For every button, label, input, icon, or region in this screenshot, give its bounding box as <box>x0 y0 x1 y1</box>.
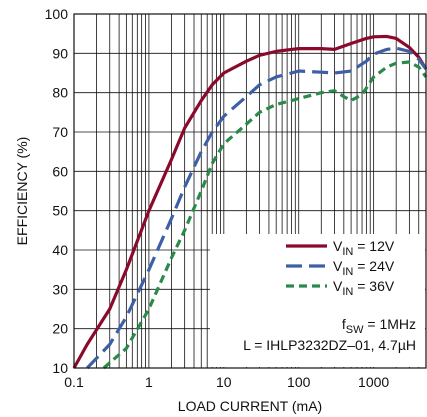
x-tick-label: 0.1 <box>64 374 84 390</box>
legend-box <box>210 234 425 367</box>
y-tick-label: 90 <box>52 45 68 61</box>
plot-frame <box>73 13 427 369</box>
series-line-1 <box>72 34 427 369</box>
y-tick-label: 40 <box>52 242 68 258</box>
y-tick-label: 50 <box>52 203 68 219</box>
y-tick-label: 10 <box>52 360 68 376</box>
legend-entry-1: VIN = 12V <box>333 238 395 258</box>
x-tick-label: 1000 <box>358 374 389 390</box>
legend-entry-3: VIN = 36V <box>333 278 395 298</box>
y-tick-label: 80 <box>52 85 68 101</box>
y-tick-label: 30 <box>52 281 68 297</box>
y-tick-label: 20 <box>52 321 68 337</box>
plot-border <box>73 13 427 369</box>
x-axis-label: LOAD CURRENT (mA) <box>178 398 322 414</box>
x-tick-label: 100 <box>287 374 311 390</box>
inductor-note: L = IHLP3232DZ–01, 4.7µH <box>243 337 416 353</box>
tick-labels: 10 20 30 40 50 60 70 80 90 100 0.1 1 10 100 1000 <box>45 6 390 390</box>
series-line-2 <box>86 46 427 370</box>
legend-entry-2: VIN = 24V <box>333 258 395 278</box>
x-tick-label: 10 <box>216 374 232 390</box>
switching-frequency-note: fSW = 1MHz <box>342 316 416 336</box>
y-tick-label: 100 <box>45 6 69 22</box>
series-lines <box>72 34 427 370</box>
series-line-3 <box>102 60 427 370</box>
y-tick-label: 60 <box>52 163 68 179</box>
x-tick-label: 1 <box>145 374 153 390</box>
y-axis-label: EFFICIENCY (%) <box>14 137 30 246</box>
y-tick-label: 70 <box>52 124 68 140</box>
